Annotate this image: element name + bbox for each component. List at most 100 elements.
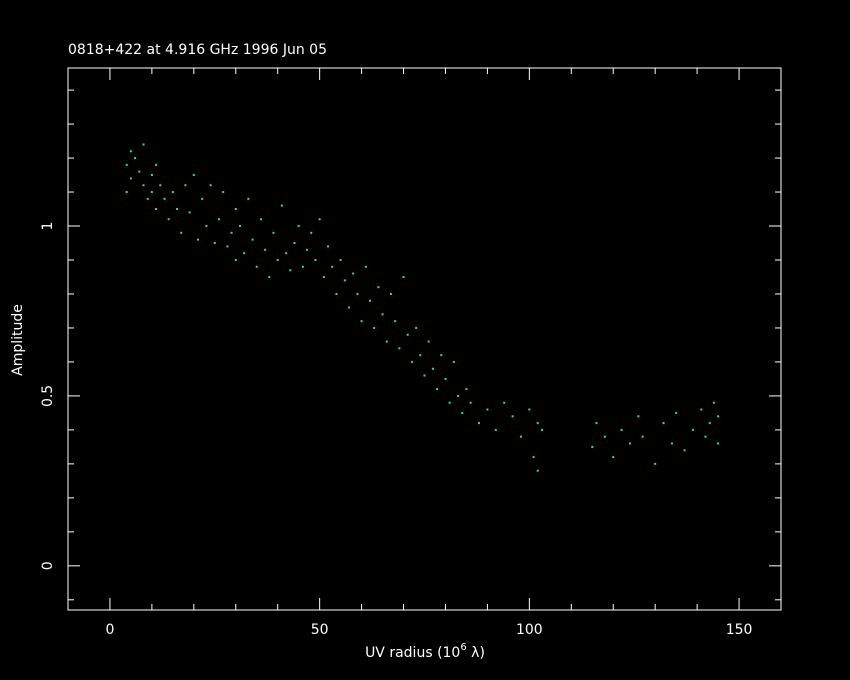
point	[406, 333, 409, 336]
point	[217, 218, 220, 221]
point	[629, 442, 632, 445]
point	[478, 422, 481, 425]
point	[385, 340, 388, 343]
y-tick-label: 0	[40, 561, 56, 570]
point	[134, 157, 137, 160]
point	[427, 340, 430, 343]
chart-title: 0818+422 at 4.916 GHz 1996 Jun 05	[68, 42, 327, 58]
point	[503, 401, 506, 404]
point	[603, 435, 606, 438]
point	[683, 449, 686, 452]
x-label-after: λ)	[467, 645, 485, 661]
x-tick-label: 150	[726, 622, 753, 638]
point	[142, 184, 145, 187]
point	[188, 211, 191, 214]
point	[314, 258, 317, 261]
point	[280, 204, 283, 207]
point	[306, 248, 309, 251]
point	[373, 326, 376, 329]
point	[494, 428, 497, 431]
point	[708, 422, 711, 425]
point	[234, 258, 237, 261]
point	[704, 435, 707, 438]
point	[394, 320, 397, 323]
point	[536, 469, 539, 472]
point	[662, 422, 665, 425]
y-tick-label: 0.5	[40, 385, 56, 407]
point	[335, 292, 338, 295]
point	[209, 184, 212, 187]
point	[368, 299, 371, 302]
point	[238, 225, 241, 228]
point	[348, 306, 351, 309]
point	[289, 269, 292, 272]
x-tick-label: 0	[105, 622, 114, 638]
point	[171, 191, 174, 194]
x-axis-label: UV radius (106 λ)	[365, 642, 485, 661]
point	[150, 191, 153, 194]
point	[532, 456, 535, 459]
point	[142, 143, 145, 146]
point	[180, 231, 183, 234]
point	[389, 292, 392, 295]
point	[327, 245, 330, 248]
point	[268, 275, 271, 278]
point	[440, 354, 443, 357]
point	[402, 275, 405, 278]
point	[318, 218, 321, 221]
point	[197, 238, 200, 241]
point	[717, 442, 720, 445]
point	[540, 428, 543, 431]
point	[129, 177, 132, 180]
point	[159, 184, 162, 187]
point	[155, 208, 158, 211]
point	[213, 242, 216, 245]
point	[251, 238, 254, 241]
point	[360, 320, 363, 323]
point	[595, 422, 598, 425]
point	[431, 367, 434, 370]
point	[448, 401, 451, 404]
point	[310, 231, 313, 234]
point	[700, 408, 703, 411]
point	[675, 411, 678, 414]
point	[163, 197, 166, 200]
x-label-sup: 6	[460, 642, 466, 653]
point	[641, 435, 644, 438]
point	[176, 208, 179, 211]
plot-frame	[67, 67, 782, 611]
point	[125, 191, 128, 194]
point	[461, 411, 464, 414]
point	[377, 286, 380, 289]
point	[343, 279, 346, 282]
y-tick-label: 1	[40, 222, 56, 231]
y-axis-label: Amplitude	[10, 304, 26, 376]
point	[276, 258, 279, 261]
point	[465, 388, 468, 391]
x-tick-label: 100	[516, 622, 543, 638]
point	[272, 231, 275, 234]
point	[423, 374, 426, 377]
point	[352, 272, 355, 275]
point	[691, 428, 694, 431]
point	[536, 422, 539, 425]
point	[364, 265, 367, 268]
point	[612, 456, 615, 459]
point	[264, 248, 267, 251]
point	[528, 408, 531, 411]
point	[511, 415, 514, 418]
point	[469, 401, 472, 404]
point	[167, 218, 170, 221]
x-label-text: UV radius (10	[365, 645, 460, 661]
point	[519, 435, 522, 438]
point	[356, 292, 359, 295]
point	[297, 225, 300, 228]
point	[452, 360, 455, 363]
point	[322, 275, 325, 278]
point	[293, 242, 296, 245]
point	[419, 354, 422, 357]
point	[226, 245, 229, 248]
point	[234, 208, 237, 211]
